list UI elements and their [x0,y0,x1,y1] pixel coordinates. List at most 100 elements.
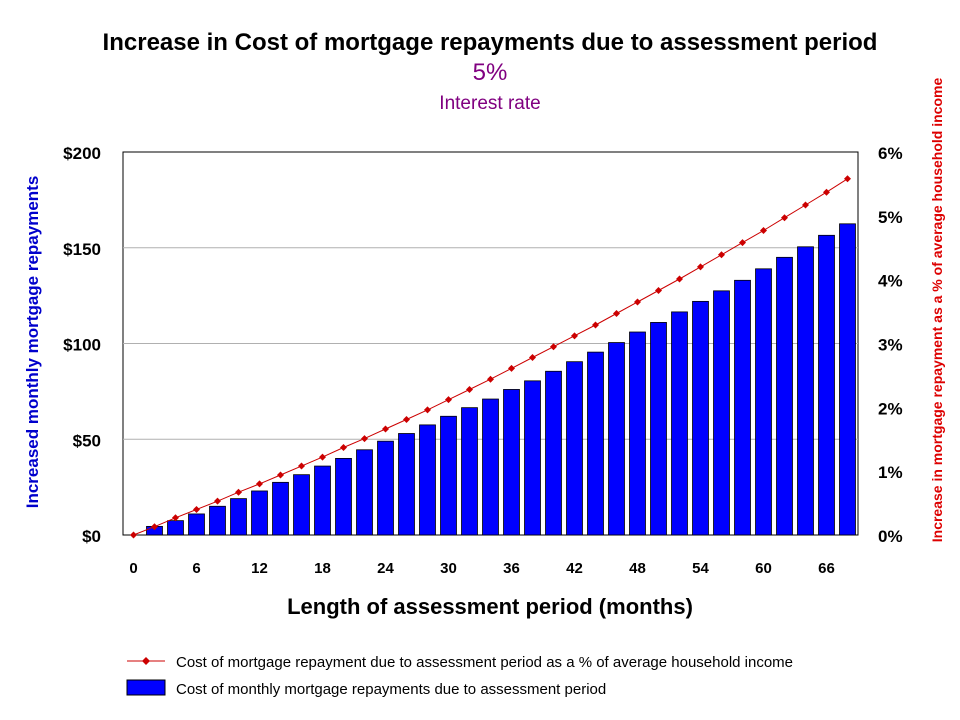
left-axis-ticks: $0 $50 $100 $150 $200 [63,144,101,546]
bar [230,498,247,536]
x-tick-label: 30 [440,560,457,577]
legend-line-marker [142,657,150,665]
x-tick-label: 24 [377,560,394,577]
line-point [214,497,221,505]
line-point [277,471,284,479]
line-point [235,488,242,496]
line-point [487,375,494,383]
line-point [361,435,368,443]
x-tick-label: 36 [503,560,520,577]
bar [314,465,331,536]
bar [419,424,436,536]
line-point [655,287,662,295]
x-axis-ticks: 0 6 12 18 24 30 36 42 48 54 60 66 [129,560,835,577]
bar [272,481,289,536]
line-point [340,444,347,452]
line-point [130,531,137,539]
y-tick-label: $200 [63,144,101,163]
bar [818,234,835,536]
bar [293,474,310,536]
bar [839,223,856,536]
bar [356,449,373,536]
line-point [382,425,389,433]
bar [209,505,226,536]
bar [797,246,814,536]
y2-tick-label: 1% [878,463,903,482]
line-point [823,188,830,196]
bar [587,351,604,536]
bar [692,300,709,536]
y-tick-label: $100 [63,336,101,355]
line-point [445,396,452,404]
y2-tick-label: 5% [878,208,903,227]
line-point [634,298,641,306]
bar-series [146,223,856,536]
bar [503,389,520,536]
bar [566,361,583,536]
right-axis-ticks: 0% 1% 2% 3% 4% 5% 6% [878,144,903,546]
line-point [172,514,179,522]
line-point [403,415,410,423]
line-point [529,354,536,362]
bar [482,398,499,536]
legend-bar-swatch [126,679,166,696]
x-tick-label: 66 [818,560,835,577]
chart-title: Increase in Cost of mortgage repayments … [103,29,878,56]
bar [650,322,667,536]
line-point [676,275,683,283]
y2-tick-label: 4% [878,272,903,291]
line-point [718,251,725,259]
chart-subtitle-value: 5% [473,59,508,86]
bar [755,268,772,536]
x-tick-label: 42 [566,560,583,577]
x-tick-label: 48 [629,560,646,577]
line-point [760,227,767,235]
line-point [613,309,620,317]
chart-subtitle-label: Interest rate [439,93,540,114]
bar [167,520,184,536]
bar [398,433,415,536]
bar [524,380,541,536]
y2-tick-label: 0% [878,527,903,546]
line-point [424,406,431,414]
y-axis-label: Increased monthly mortgage repayments [23,176,42,509]
line-point [550,343,557,351]
bar [671,311,688,536]
y-tick-label: $0 [82,527,101,546]
legend-label-bar: Cost of monthly mortgage repayments due … [176,681,606,698]
line-point [298,462,305,470]
line-point [592,321,599,329]
bar [629,331,646,536]
line-point [466,385,473,393]
y2-tick-label: 3% [878,336,903,355]
line-point [571,332,578,340]
bar [776,256,793,536]
x-tick-label: 6 [192,560,200,577]
y2-axis-label: Increase in mortgage repayment as a % of… [929,78,945,543]
bar [545,370,562,536]
x-tick-label: 60 [755,560,772,577]
y-tick-label: $50 [73,431,101,450]
x-tick-label: 0 [129,560,137,577]
bar [440,415,457,536]
bar [335,457,352,536]
bar [608,342,625,536]
x-tick-label: 54 [692,560,709,577]
line-point [193,505,200,513]
y-tick-label: $150 [63,240,101,259]
bar [734,279,751,536]
line-point [319,453,326,461]
x-axis-label: Length of assessment period (months) [287,594,693,619]
line-point [802,201,809,209]
line-point [844,175,851,183]
line-point [151,523,158,531]
x-tick-label: 12 [251,560,268,577]
bar [251,490,268,536]
x-tick-label: 18 [314,560,331,577]
line-point [739,239,746,247]
line-point [256,480,263,488]
legend: Cost of mortgage repayment due to assess… [126,654,793,698]
legend-label-line: Cost of mortgage repayment due to assess… [176,654,793,671]
